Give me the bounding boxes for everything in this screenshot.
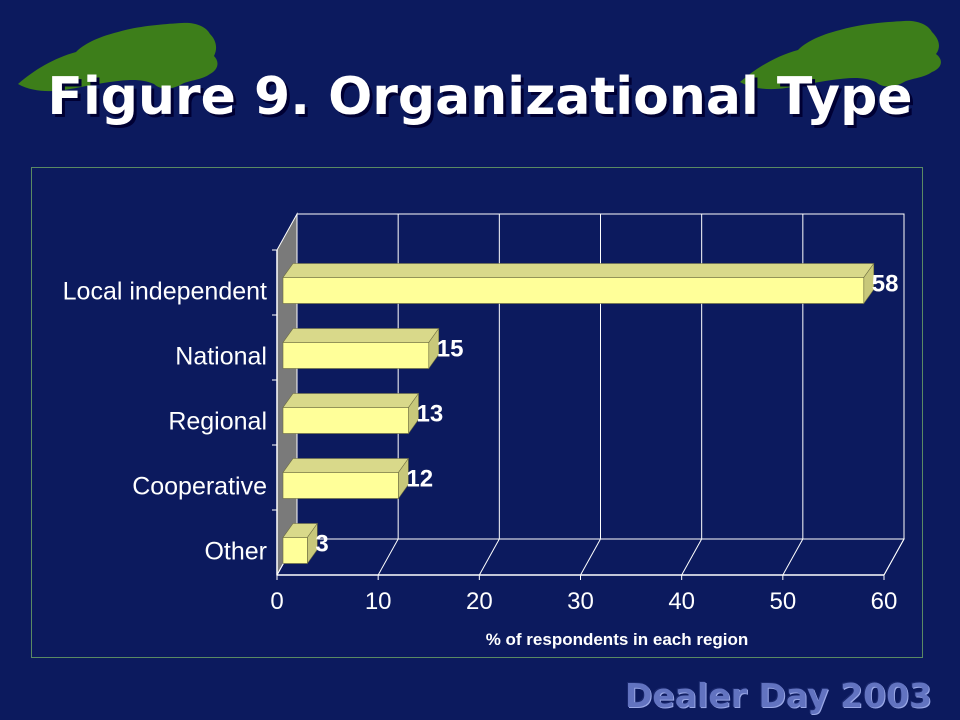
x-tick-label: 10 bbox=[365, 588, 392, 615]
x-floor-gridline bbox=[883, 538, 905, 576]
y-category-label: National bbox=[175, 343, 267, 371]
y-category-label: Local independent bbox=[63, 278, 267, 306]
bar-data-label: 58 bbox=[872, 271, 899, 298]
x-floor-gridline bbox=[377, 538, 399, 576]
right-state-map-icon bbox=[740, 20, 941, 90]
bar-top-face bbox=[282, 393, 420, 408]
bar bbox=[282, 407, 409, 434]
bar-data-label: 3 bbox=[315, 531, 328, 558]
bar-data-label: 15 bbox=[437, 336, 464, 363]
y-category-label: Cooperative bbox=[132, 473, 267, 501]
bar-top-face bbox=[282, 458, 409, 473]
x-tick-label: 50 bbox=[769, 588, 796, 615]
x-floor-gridline bbox=[782, 538, 804, 576]
bar bbox=[282, 472, 399, 499]
footer-text: Dealer Day 2003 bbox=[625, 676, 932, 715]
x-axis-title: % of respondents in each region bbox=[486, 630, 749, 649]
x-tick-label: 60 bbox=[871, 588, 898, 615]
chart-panel bbox=[31, 167, 923, 658]
x-tick-label: 20 bbox=[466, 588, 493, 615]
y-category-label: Regional bbox=[168, 408, 267, 436]
x-tick-label: 0 bbox=[270, 588, 283, 615]
slide-title: Figure 9. Organizational Type bbox=[47, 67, 913, 127]
left-state-map-icon bbox=[18, 22, 218, 92]
bar bbox=[282, 537, 308, 564]
bar-data-label: 12 bbox=[406, 466, 433, 493]
bar-top-face bbox=[282, 263, 875, 278]
x-tick-label: 30 bbox=[567, 588, 594, 615]
x-floor-gridline bbox=[478, 538, 500, 576]
bar bbox=[282, 342, 430, 369]
bar bbox=[282, 277, 865, 304]
y-category-label: Other bbox=[204, 538, 267, 566]
x-floor-gridline bbox=[580, 538, 601, 576]
bar-top-face bbox=[282, 328, 440, 343]
x-tick-label: 40 bbox=[668, 588, 695, 615]
bar-data-label: 13 bbox=[417, 401, 444, 428]
x-floor-gridline bbox=[681, 538, 703, 576]
